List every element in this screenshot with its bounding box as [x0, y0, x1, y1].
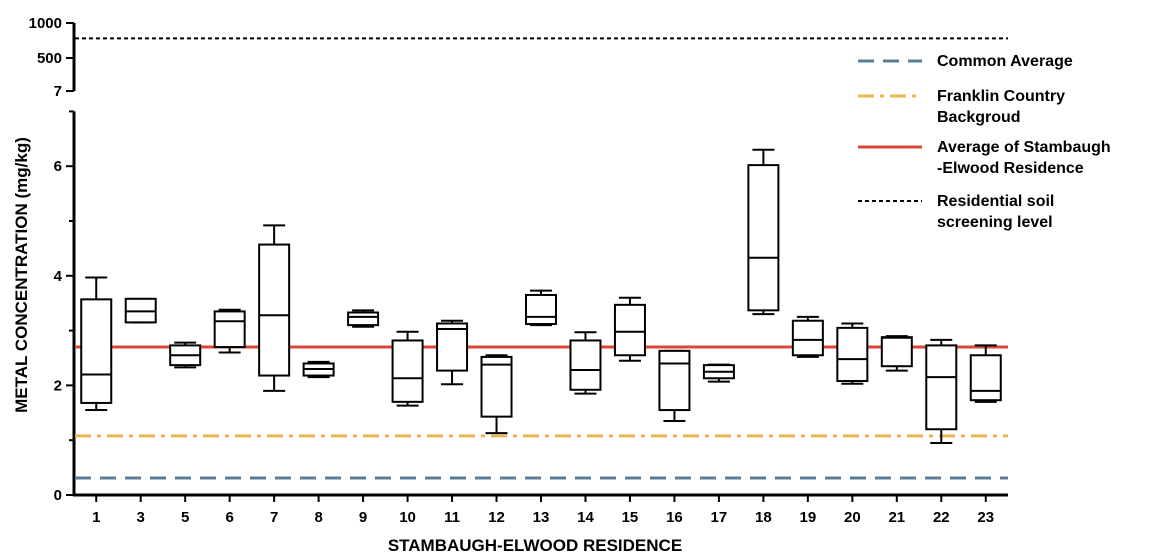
x-tick-label: 15	[622, 509, 639, 526]
y-tick-label: 1000	[29, 15, 62, 32]
x-tick-label: 13	[533, 509, 550, 526]
box-6	[213, 308, 246, 354]
box-8	[302, 360, 335, 379]
x-tick-label: 11	[444, 509, 460, 526]
box-20	[836, 322, 869, 385]
box-15	[613, 296, 646, 362]
box-iqr	[836, 326, 869, 383]
box-5	[169, 341, 202, 369]
x-tick-label: 5	[181, 509, 189, 526]
box-9	[347, 309, 380, 328]
x-tick-label: 23	[977, 509, 994, 526]
box-iqr	[80, 298, 113, 404]
x-tick-label: 6	[225, 509, 233, 526]
y-tick-label: 7	[54, 83, 62, 100]
legend-entry-0: Common Average	[858, 53, 1073, 70]
x-tick-label: 20	[844, 509, 861, 526]
box-iqr	[391, 339, 424, 403]
y-tick-label: 4	[54, 268, 63, 285]
x-tick-label: 1	[92, 509, 100, 526]
box-iqr	[613, 303, 646, 357]
box-iqr	[347, 311, 380, 327]
box-iqr	[747, 164, 780, 312]
box-23	[969, 344, 1002, 403]
box-12	[480, 354, 513, 435]
boxes	[80, 148, 1002, 444]
box-11	[436, 319, 469, 386]
legend-label: screening level	[937, 214, 1053, 231]
box-19	[791, 315, 824, 358]
x-tick-label: 14	[577, 509, 594, 526]
box-17	[702, 363, 735, 383]
box-iqr	[969, 354, 1002, 402]
box-18	[747, 148, 780, 316]
box-16	[658, 349, 691, 423]
box-iqr	[880, 336, 913, 368]
box-13	[525, 289, 557, 327]
x-tick-label: 19	[800, 509, 817, 526]
box-22	[925, 338, 958, 444]
legend-label: Average of Stambaugh	[937, 139, 1111, 156]
x-tick-label: 7	[270, 509, 278, 526]
box-iqr	[925, 344, 958, 431]
legend-entry-2: Average of Stambaugh -Elwood Residence	[858, 139, 1111, 177]
box-21	[880, 335, 913, 372]
y-tick-label: 2	[54, 377, 62, 394]
legend: Common Average Franklin Country Backgroud A…	[858, 53, 1111, 231]
legend-label: Backgroud	[937, 109, 1021, 126]
x-tick-label: 17	[711, 509, 728, 526]
box-iqr	[213, 310, 246, 349]
box-iqr	[658, 349, 691, 412]
x-tick-label: 3	[137, 509, 145, 526]
x-axis-title: STAMBAUGH-ELWOOD RESIDENCE	[388, 536, 682, 555]
box-iqr	[569, 339, 602, 391]
y-tick-label: 0	[54, 487, 62, 504]
x-tick-label: 18	[755, 509, 772, 526]
legend-label: Residential soil	[937, 193, 1054, 210]
x-tick-label: 12	[488, 509, 505, 526]
box-14	[569, 331, 602, 395]
box-iqr	[791, 319, 824, 357]
box-1	[80, 276, 113, 412]
y-tick-label: 6	[54, 158, 62, 175]
box-10	[391, 330, 424, 407]
y-tick-label: 500	[37, 50, 62, 67]
x-tick-label: 21	[888, 509, 905, 526]
x-tick-label: 8	[314, 509, 322, 526]
x-tick-label: 10	[399, 509, 416, 526]
box-7	[258, 224, 291, 392]
legend-entry-3: Residential soil screening level	[858, 193, 1054, 231]
box-3	[124, 297, 157, 324]
legend-label: -Elwood Residence	[937, 160, 1084, 177]
box-iqr	[258, 243, 291, 377]
legend-label: Franklin Country	[937, 88, 1065, 105]
x-tick-label: 9	[359, 509, 367, 526]
y-axis-title: METAL CONCENTRATION (mg/kg)	[12, 137, 31, 413]
legend-label: Common Average	[937, 53, 1073, 70]
legend-entry-1: Franklin Country Backgroud	[858, 88, 1065, 126]
box-iqr	[436, 322, 469, 372]
reference-lines	[75, 37, 1008, 480]
x-tick-label: 16	[666, 509, 683, 526]
box-iqr	[480, 355, 513, 418]
x-tick-label: 22	[933, 509, 950, 526]
box-iqr	[525, 293, 557, 326]
